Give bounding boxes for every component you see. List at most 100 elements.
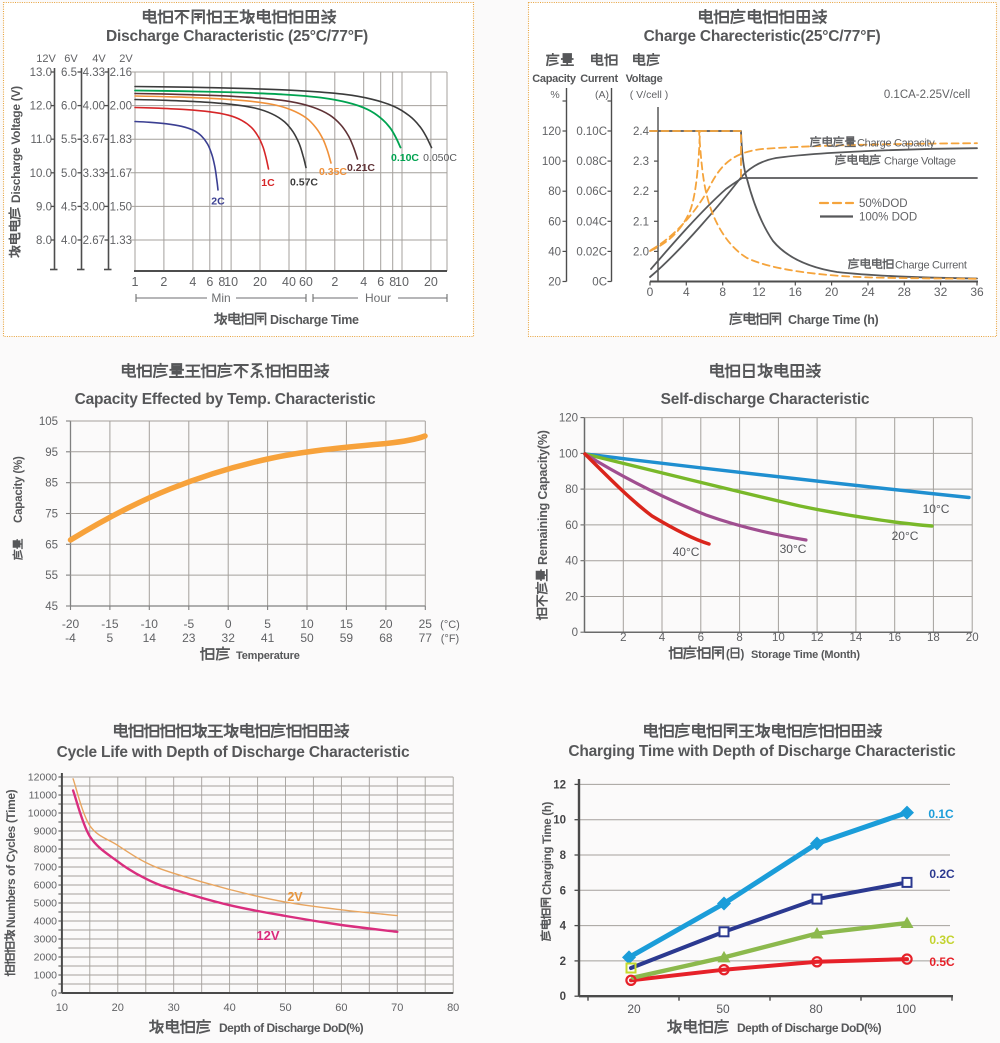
- svg-text:20: 20: [424, 275, 438, 289]
- svg-text:1.83: 1.83: [110, 134, 132, 146]
- svg-text:16: 16: [888, 632, 901, 644]
- svg-text:1C: 1C: [261, 177, 275, 189]
- svg-text:10: 10: [300, 617, 314, 631]
- svg-text:Temperature: Temperature: [236, 650, 300, 662]
- svg-text:2.2: 2.2: [633, 186, 649, 198]
- svg-text:6000: 6000: [34, 880, 58, 892]
- svg-text:105: 105: [39, 416, 58, 428]
- svg-text:4: 4: [683, 285, 690, 299]
- svg-text:2.67: 2.67: [83, 235, 105, 247]
- svg-text:0C: 0C: [592, 277, 607, 289]
- svg-text:30°C: 30°C: [780, 542, 807, 556]
- svg-text:1.67: 1.67: [110, 168, 132, 180]
- svg-text:8: 8: [218, 275, 225, 289]
- svg-text:Self-discharge Characteristic: Self-discharge Characteristic: [661, 391, 870, 408]
- svg-text:20: 20: [253, 275, 267, 289]
- svg-text:-4: -4: [65, 631, 76, 645]
- svg-text:40: 40: [223, 1002, 235, 1014]
- svg-text:41: 41: [261, 631, 275, 645]
- svg-text:14: 14: [143, 631, 157, 645]
- svg-text:10°C: 10°C: [923, 502, 950, 516]
- svg-text:20: 20: [627, 1002, 641, 1016]
- svg-text:4: 4: [189, 275, 196, 289]
- svg-text:9.0: 9.0: [36, 201, 52, 213]
- svg-text:4.33: 4.33: [83, 67, 105, 79]
- svg-text:6: 6: [560, 885, 566, 897]
- svg-text:20: 20: [548, 277, 561, 289]
- svg-text:Discharge Characteristic (25°C: Discharge Characteristic (25°C/77°F): [106, 28, 368, 45]
- svg-text:4.0: 4.0: [61, 235, 77, 247]
- svg-text:-15: -15: [101, 617, 119, 631]
- svg-text:Capacity (%): Capacity (%): [13, 456, 25, 523]
- svg-text:32: 32: [222, 631, 236, 645]
- svg-text:Numbers of Cycles (Time): Numbers of Cycles (Time): [4, 789, 18, 928]
- svg-text:Charging Time (h): Charging Time (h): [542, 801, 554, 895]
- svg-text:3.67: 3.67: [83, 134, 105, 146]
- svg-text:Min: Min: [211, 291, 230, 305]
- svg-text:4: 4: [560, 921, 567, 933]
- svg-text:12: 12: [553, 779, 566, 791]
- svg-text:2.4: 2.4: [633, 126, 650, 138]
- svg-text:100: 100: [542, 156, 561, 168]
- svg-text:40°C: 40°C: [673, 545, 700, 559]
- svg-text:2.3: 2.3: [633, 156, 649, 168]
- svg-text:10000: 10000: [28, 808, 57, 820]
- svg-text:-10: -10: [141, 617, 159, 631]
- svg-text:-5: -5: [183, 617, 194, 631]
- svg-text:12V: 12V: [36, 53, 56, 65]
- svg-text:95: 95: [45, 447, 58, 459]
- svg-text:80: 80: [447, 1002, 459, 1014]
- svg-text:40: 40: [548, 246, 561, 258]
- svg-text:0.10C: 0.10C: [576, 126, 607, 138]
- svg-text:8: 8: [719, 285, 726, 299]
- svg-text:Depth of Discharge DoD(%): Depth of Discharge DoD(%): [737, 1021, 882, 1035]
- svg-text:0.1C: 0.1C: [928, 807, 954, 821]
- svg-text:10: 10: [56, 1002, 68, 1014]
- svg-text:4.00: 4.00: [83, 101, 105, 113]
- svg-text:0.2C: 0.2C: [929, 867, 955, 881]
- svg-text:13.0: 13.0: [30, 67, 52, 79]
- svg-text:20: 20: [112, 1002, 124, 1014]
- svg-text:0.10C: 0.10C: [391, 152, 419, 164]
- svg-text:Discharge Voltage (V): Discharge Voltage (V): [9, 86, 23, 203]
- svg-text:25: 25: [419, 617, 433, 631]
- svg-text:Charge Capacity: Charge Capacity: [857, 138, 935, 150]
- svg-text:100: 100: [896, 1002, 916, 1016]
- svg-text:80: 80: [548, 186, 561, 198]
- svg-text:1.50: 1.50: [110, 201, 132, 213]
- svg-text:50: 50: [716, 1002, 730, 1016]
- svg-text:5: 5: [107, 631, 114, 645]
- svg-text:6.0: 6.0: [61, 101, 77, 113]
- svg-text:0.3C: 0.3C: [929, 933, 955, 947]
- svg-text:2: 2: [331, 275, 338, 289]
- svg-text:59: 59: [340, 631, 354, 645]
- svg-text:2: 2: [560, 956, 566, 968]
- svg-text:0.5C: 0.5C: [929, 955, 955, 969]
- svg-text:0.02C: 0.02C: [576, 246, 607, 258]
- svg-text:28: 28: [898, 285, 912, 299]
- svg-text:20: 20: [966, 632, 979, 644]
- svg-text:6: 6: [698, 632, 704, 644]
- svg-text:100% DOD: 100% DOD: [859, 212, 917, 224]
- svg-text:): ): [741, 649, 745, 661]
- svg-text:100: 100: [559, 448, 578, 460]
- svg-text:68: 68: [379, 631, 393, 645]
- svg-text:45: 45: [45, 601, 58, 613]
- svg-text:Charge Time (h): Charge Time (h): [788, 313, 879, 327]
- svg-text:1000: 1000: [34, 970, 58, 982]
- svg-text:36: 36: [970, 285, 984, 299]
- svg-text:-20: -20: [62, 617, 80, 631]
- svg-text:50: 50: [300, 631, 314, 645]
- svg-text:60: 60: [548, 216, 561, 228]
- svg-text:0.35C: 0.35C: [319, 166, 347, 178]
- svg-text:6: 6: [206, 275, 213, 289]
- svg-text:40: 40: [282, 275, 296, 289]
- svg-text:20: 20: [565, 592, 578, 604]
- svg-text:0.050C: 0.050C: [423, 152, 457, 164]
- svg-text:3.00: 3.00: [83, 201, 105, 213]
- svg-text:60: 60: [299, 275, 313, 289]
- svg-text:50: 50: [279, 1002, 291, 1014]
- svg-text:Capacity: Capacity: [532, 73, 577, 85]
- svg-text:(°F): (°F): [441, 633, 459, 645]
- svg-text:0: 0: [647, 285, 654, 299]
